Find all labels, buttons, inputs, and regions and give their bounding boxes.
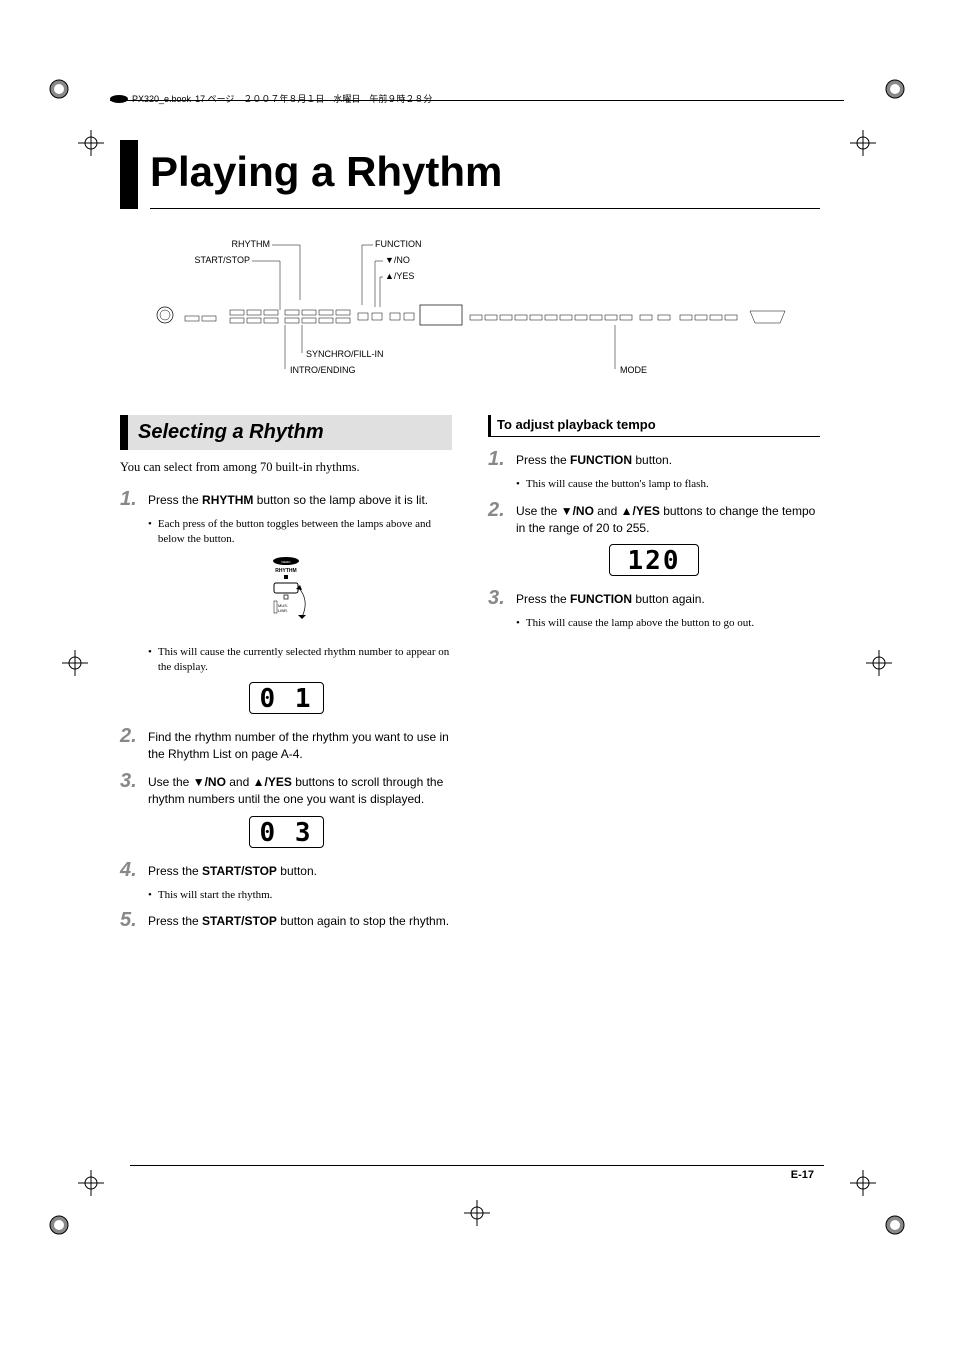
header-oval-icon: [110, 95, 128, 103]
step-2-body: Find the rhythm number of the rhythm you…: [148, 726, 452, 763]
reg-cross-left: [62, 650, 88, 681]
footer-rule: [130, 1165, 824, 1166]
svg-text:FUNCTION: FUNCTION: [375, 239, 422, 249]
step-1-body: Press the RHYTHM button so the lamp abov…: [148, 489, 452, 509]
svg-text:INTRO/ENDING: INTRO/ENDING: [290, 365, 356, 375]
step-2: 2 Find the rhythm number of the rhythm y…: [120, 726, 452, 763]
page-title-block: Playing a Rhythm: [120, 140, 820, 209]
header-filename: PX320_e.book: [132, 94, 191, 104]
r-step-1: 1 Press the FUNCTION button.: [488, 449, 820, 469]
lcd-display-120: 120: [609, 544, 699, 576]
step-3: 3 Use the ▼/NO and ▲/YES buttons to scro…: [120, 771, 452, 808]
step-number: 3: [120, 771, 140, 808]
r-step-2-body: Use the ▼/NO and ▲/YES buttons to change…: [516, 500, 820, 537]
section-selecting-rhythm: Selecting a Rhythm: [120, 415, 452, 450]
svg-text:LIBR.: LIBR.: [278, 608, 288, 613]
step-3-body: Use the ▼/NO and ▲/YES buttons to scroll…: [148, 771, 452, 808]
step-number: 4: [120, 860, 140, 880]
svg-text:DEMO: DEMO: [282, 560, 292, 564]
step-number: 1: [488, 449, 508, 469]
step-1-bullet-1: Each press of the button toggles between…: [148, 517, 452, 547]
reg-cross-tl: [78, 130, 104, 161]
reg-cross-tr: [850, 130, 876, 161]
reg-cross-br: [850, 1170, 876, 1201]
svg-text:▲/YES: ▲/YES: [385, 271, 414, 281]
r-step-3-body: Press the FUNCTION button again.: [516, 588, 820, 608]
right-column: To adjust playback tempo 1 Press the FUN…: [488, 415, 820, 938]
content-columns: Selecting a Rhythm You can select from a…: [120, 415, 820, 938]
header-rule: [110, 100, 844, 101]
rhythm-button-illustration: DEMO RHYTHM MUS. LIBR.: [246, 555, 326, 635]
r-step-3-bullet: This will cause the lamp above the butto…: [516, 616, 820, 631]
reg-cross-bl: [78, 1170, 104, 1201]
step-number: 2: [120, 726, 140, 763]
step-number: 5: [120, 910, 140, 930]
page-title: Playing a Rhythm: [150, 140, 820, 209]
reg-cross-right: [866, 650, 892, 681]
keyboard-panel-diagram: RHYTHM START/STOP FUNCTION ▼/NO ▲/YES: [150, 235, 790, 385]
step-4-bullet: This will start the rhythm.: [148, 888, 452, 903]
crop-mark-tl: [48, 78, 70, 105]
crop-mark-tr: [884, 78, 906, 105]
print-header: PX320_e.book 17 ページ ２００７年８月１日 水曜日 午前９時２８…: [110, 92, 844, 105]
r-step-2: 2 Use the ▼/NO and ▲/YES buttons to chan…: [488, 500, 820, 537]
crop-mark-bl: [48, 1214, 70, 1241]
svg-text:▼/NO: ▼/NO: [385, 255, 410, 265]
svg-text:RHYTHM: RHYTHM: [275, 568, 296, 574]
lcd-display-03: 0 3: [249, 816, 324, 848]
left-column: Selecting a Rhythm You can select from a…: [120, 415, 452, 938]
step-4: 4 Press the START/STOP button.: [120, 860, 452, 880]
step-5: 5 Press the START/STOP button again to s…: [120, 910, 452, 930]
step-5-body: Press the START/STOP button again to sto…: [148, 910, 452, 930]
title-bar: [120, 140, 138, 209]
step-number: 1: [120, 489, 140, 509]
lcd-display-01: 0 1: [249, 682, 324, 714]
lbl-rhythm: RHYTHM: [232, 239, 271, 249]
header-pageinfo: 17 ページ ２００７年８月１日 水曜日 午前９時２８分: [195, 92, 432, 105]
sub-adjust-tempo: To adjust playback tempo: [488, 415, 820, 437]
svg-text:SYNCHRO/FILL-IN: SYNCHRO/FILL-IN: [306, 349, 384, 359]
svg-text:MODE: MODE: [620, 365, 647, 375]
page-number: E-17: [791, 1169, 814, 1181]
r-step-1-bullet: This will cause the button's lamp to fla…: [516, 477, 820, 492]
reg-bottom-center: [464, 1200, 490, 1231]
page-content: Playing a Rhythm RHYTHM START/STOP FUNCT…: [120, 140, 820, 938]
step-1: 1 Press the RHYTHM button so the lamp ab…: [120, 489, 452, 509]
step-number: 3: [488, 588, 508, 608]
svg-text:START/STOP: START/STOP: [194, 255, 250, 265]
r-step-1-body: Press the FUNCTION button.: [516, 449, 820, 469]
r-step-3: 3 Press the FUNCTION button again.: [488, 588, 820, 608]
step-number: 2: [488, 500, 508, 537]
crop-mark-br: [884, 1214, 906, 1241]
step-4-body: Press the START/STOP button.: [148, 860, 452, 880]
intro-text: You can select from among 70 built-in rh…: [120, 460, 452, 475]
step-1-bullet-2: This will cause the currently selected r…: [148, 645, 452, 675]
